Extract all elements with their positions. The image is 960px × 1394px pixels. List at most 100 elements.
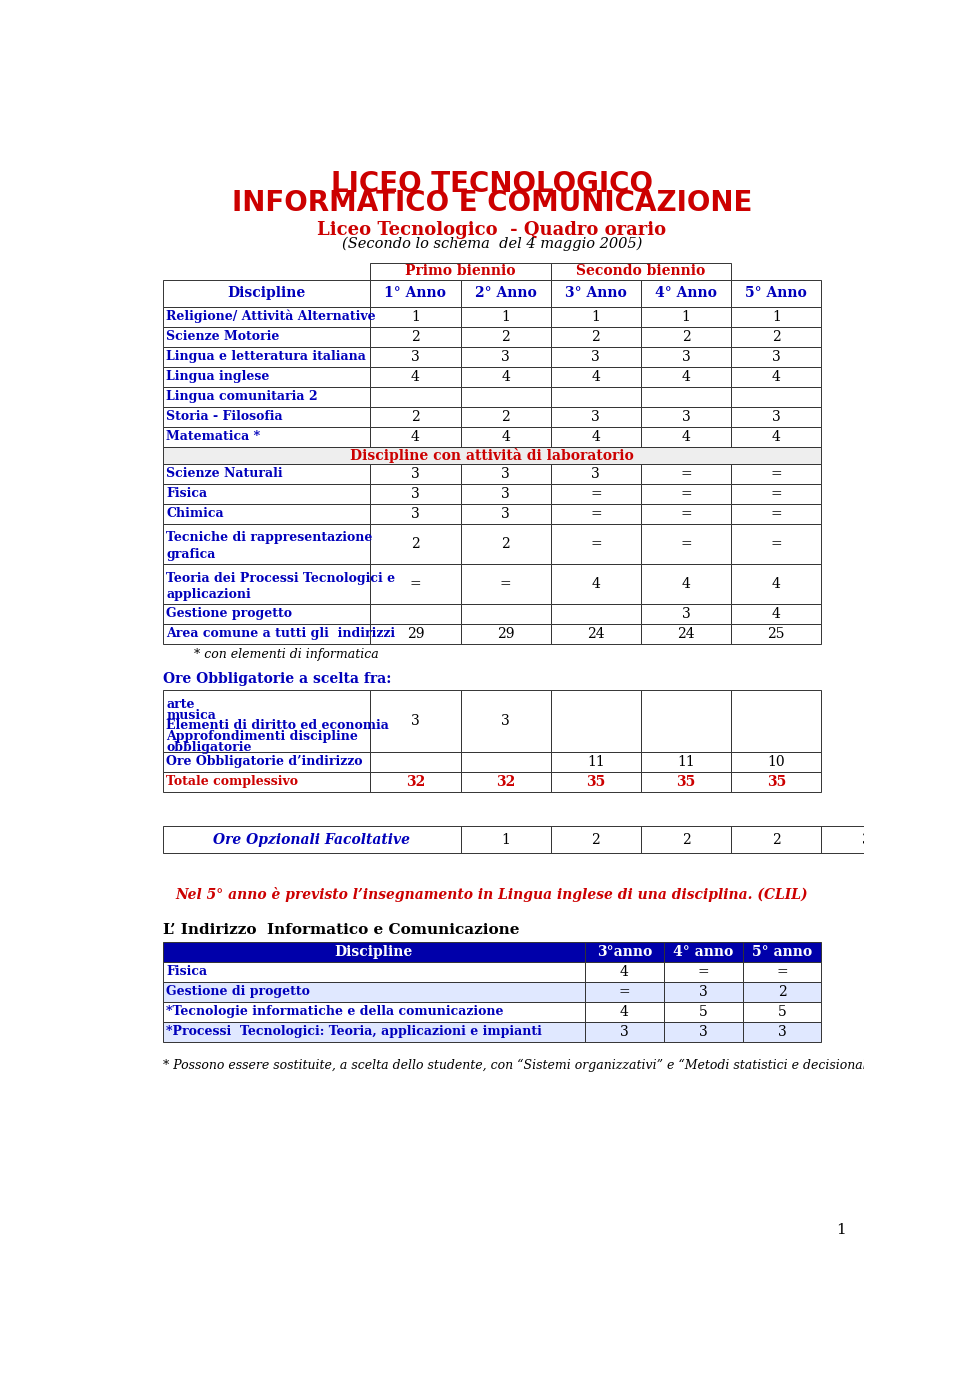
Bar (732, 690, 822, 751)
Text: 1: 1 (411, 309, 420, 323)
Text: 2: 2 (501, 537, 510, 551)
Text: * Possono essere sostituite, a scelta dello studente, con “Sistemi organizzativi: * Possono essere sostituite, a scelta de… (162, 1058, 880, 1072)
Bar (461, 503, 551, 524)
Text: =: = (590, 537, 602, 551)
Bar (371, 307, 461, 326)
Bar (732, 503, 822, 524)
Bar (461, 386, 551, 407)
Text: Lingua comunitaria 2: Lingua comunitaria 2 (166, 390, 318, 403)
Text: Area comune a tutti gli  indirizzi: Area comune a tutti gli indirizzi (166, 627, 396, 640)
Text: 3: 3 (411, 507, 420, 521)
Text: 4: 4 (591, 369, 600, 383)
Bar (732, 326, 822, 347)
Bar (371, 262, 551, 280)
Bar (732, 347, 822, 367)
Bar (162, 524, 371, 563)
Text: Nel 5° anno è previsto l’insegnamento in Lingua inglese di una disciplina. (CLIL: Nel 5° anno è previsto l’insegnamento in… (176, 888, 808, 902)
Text: 3: 3 (501, 467, 510, 481)
Bar (461, 307, 551, 326)
Bar (371, 427, 461, 447)
Text: Storia - Filosofia: Storia - Filosofia (166, 410, 283, 424)
Bar (551, 464, 641, 484)
Text: =: = (590, 487, 602, 500)
Bar (461, 326, 551, 347)
Text: Liceo Tecnologico  - Quadro orario: Liceo Tecnologico - Quadro orario (318, 222, 666, 240)
Text: 4: 4 (772, 429, 780, 443)
Bar (162, 464, 371, 484)
Text: 1: 1 (501, 832, 510, 848)
Text: 2: 2 (772, 832, 780, 848)
Text: obbligatorie: obbligatorie (166, 742, 252, 754)
Text: 3: 3 (699, 1025, 708, 1039)
Text: 2: 2 (411, 537, 420, 551)
Bar (585, 1022, 663, 1041)
Text: Teoria dei Processi Tecnologici e: Teoria dei Processi Tecnologici e (166, 572, 396, 584)
Bar (551, 772, 641, 792)
Text: 24: 24 (677, 627, 695, 641)
Text: 5° anno: 5° anno (752, 945, 812, 959)
Bar (551, 563, 641, 604)
Bar (732, 604, 822, 625)
Text: =: = (771, 467, 782, 481)
Text: Approfondimenti discipline: Approfondimenti discipline (166, 730, 358, 743)
Text: Ore Opzionali Facoltative: Ore Opzionali Facoltative (213, 832, 410, 848)
Text: L’ Indirizzo  Informatico e Comunicazione: L’ Indirizzo Informatico e Comunicazione (162, 923, 519, 937)
Text: grafica: grafica (166, 548, 216, 560)
Bar (743, 981, 822, 1002)
Bar (641, 407, 732, 427)
Text: (Secondo lo schema  del 4 maggio 2005): (Secondo lo schema del 4 maggio 2005) (342, 237, 642, 251)
Text: 29: 29 (497, 627, 515, 641)
Text: 4: 4 (772, 369, 780, 383)
Text: 5° Anno: 5° Anno (745, 286, 807, 300)
Text: 2: 2 (591, 832, 600, 848)
Bar (162, 981, 585, 1002)
Text: 1° Anno: 1° Anno (385, 286, 446, 300)
Bar (585, 962, 663, 981)
Bar (461, 563, 551, 604)
Text: =: = (777, 965, 788, 979)
Bar (743, 1002, 822, 1022)
Text: 3: 3 (501, 714, 510, 728)
Text: 2: 2 (778, 986, 786, 999)
Bar (732, 751, 822, 772)
Text: =: = (410, 577, 421, 591)
Bar (641, 326, 732, 347)
Bar (551, 503, 641, 524)
Text: Gestione progetto: Gestione progetto (166, 608, 293, 620)
Bar (732, 386, 822, 407)
Bar (641, 484, 732, 503)
Text: 35: 35 (587, 775, 606, 789)
Bar (732, 464, 822, 484)
Text: 3: 3 (411, 350, 420, 364)
Bar (162, 367, 371, 386)
Bar (641, 772, 732, 792)
Text: 4: 4 (682, 577, 690, 591)
Text: 3: 3 (620, 1025, 629, 1039)
Bar (732, 772, 822, 792)
Bar (162, 563, 371, 604)
Text: *Processi  Tecnologici: Teoria, applicazioni e impianti: *Processi Tecnologici: Teoria, applicazi… (166, 1026, 542, 1039)
Text: 1: 1 (501, 309, 510, 323)
Text: 3: 3 (501, 507, 510, 521)
Text: 2: 2 (682, 832, 690, 848)
Text: Scienze Naturali: Scienze Naturali (166, 467, 283, 481)
Bar (641, 386, 732, 407)
Bar (551, 367, 641, 386)
Bar (585, 1002, 663, 1022)
Text: =: = (500, 577, 512, 591)
Text: 4: 4 (682, 429, 690, 443)
Bar (371, 347, 461, 367)
Bar (162, 690, 371, 751)
Bar (732, 367, 822, 386)
Bar (371, 367, 461, 386)
Bar (371, 524, 461, 563)
Bar (551, 524, 641, 563)
Text: 4: 4 (772, 577, 780, 591)
Bar (162, 942, 585, 962)
Bar (461, 407, 551, 427)
Bar (641, 563, 732, 604)
Bar (371, 503, 461, 524)
Bar (551, 827, 641, 853)
Bar (551, 280, 641, 307)
Text: Primo biennio: Primo biennio (405, 265, 516, 279)
